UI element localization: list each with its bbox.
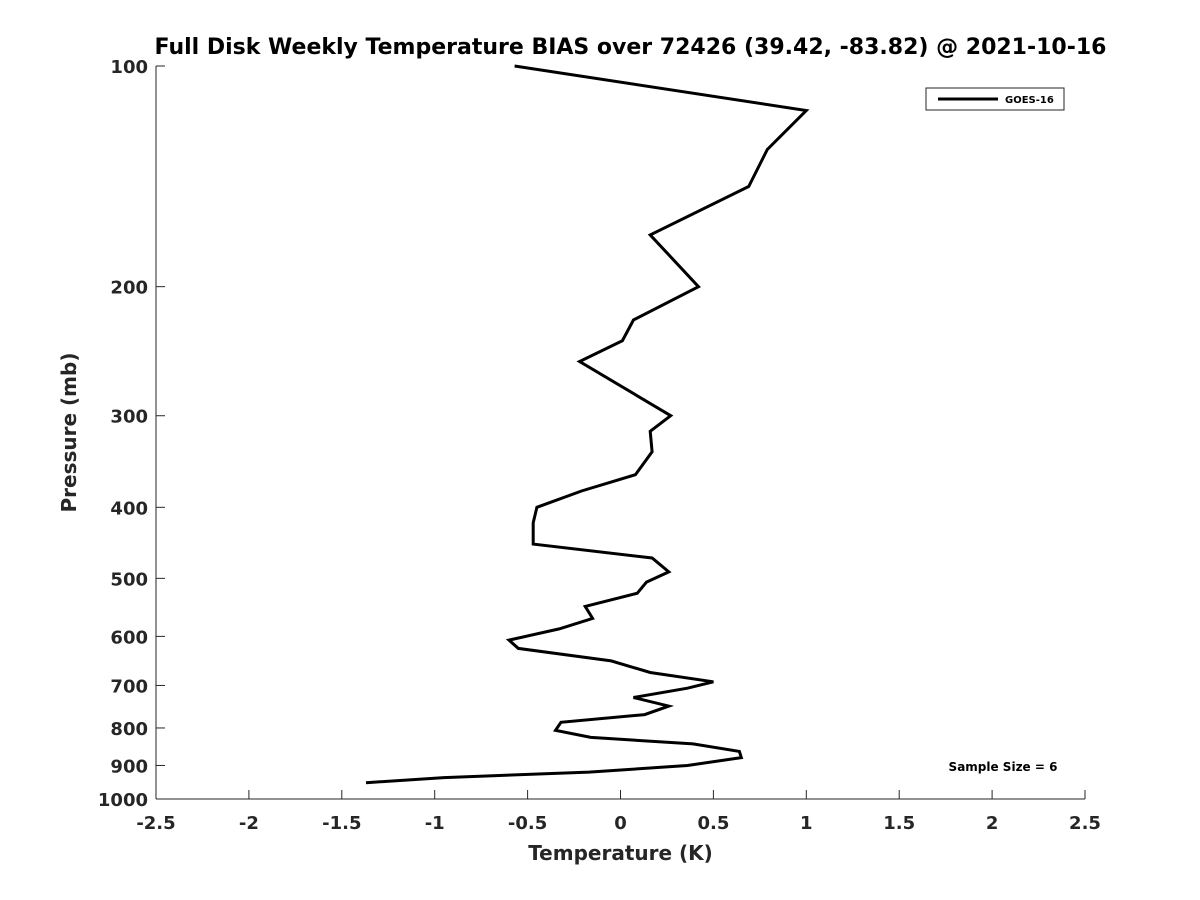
y-tick-label: 400 [110, 498, 148, 519]
y-tick-label: 300 [110, 407, 148, 428]
sample-size-annotation: Sample Size = 6 [949, 760, 1058, 774]
x-tick-label: -0.5 [508, 813, 547, 834]
x-tick-label: -1 [425, 813, 445, 834]
y-tick-label: 100 [110, 57, 148, 78]
legend-label-goes16: GOES-16 [1005, 95, 1054, 106]
x-tick-label: 2.5 [1069, 813, 1101, 834]
x-axis-ticks: -2.5 -2 -1.5 -1 -0.5 0 0.5 1 1.5 2 2.5 [136, 790, 1101, 834]
series-group [365, 64, 810, 785]
y-axis-label: Pressure (mb) [57, 353, 81, 513]
y-tick-label: 1000 [98, 790, 148, 811]
x-tick-label: 2 [986, 813, 999, 834]
y-tick-label: 700 [110, 676, 148, 697]
x-tick-label: 1 [800, 813, 813, 834]
x-axis-label: Temperature (K) [528, 841, 713, 865]
y-tick-label: 200 [110, 278, 148, 299]
x-tick-label: 1.5 [883, 813, 915, 834]
x-tick-label: 0.5 [697, 813, 729, 834]
y-tick-label: 800 [110, 719, 148, 740]
plot-area [156, 66, 1085, 799]
series-line-goes16 [365, 64, 810, 785]
y-tick-label: 600 [110, 627, 148, 648]
x-tick-label: -1.5 [322, 813, 361, 834]
legend: GOES-16 [925, 87, 1065, 111]
x-tick-label: -2.5 [136, 813, 175, 834]
y-tick-label: 500 [110, 569, 148, 590]
y-axis-ticks: 100 200 300 400 500 600 700 800 900 1000 [98, 57, 165, 811]
y-tick-label: 900 [110, 756, 148, 777]
x-tick-label: -2 [239, 813, 259, 834]
x-tick-label: 0 [614, 813, 627, 834]
chart-title: Full Disk Weekly Temperature BIAS over 7… [155, 35, 1107, 60]
